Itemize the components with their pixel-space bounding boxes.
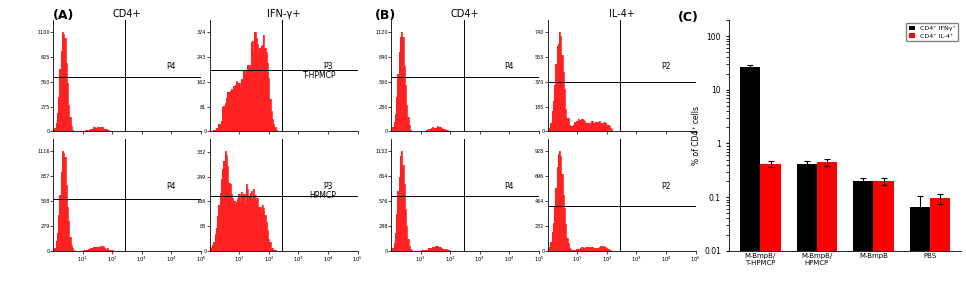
Bar [873, 181, 894, 285]
Y-axis label: HPMCP: HPMCP [309, 191, 336, 200]
Text: (C): (C) [678, 11, 699, 24]
Bar [760, 164, 781, 285]
Text: (B): (B) [375, 9, 396, 22]
Text: P4: P4 [166, 62, 176, 71]
Title: IFN-γ+: IFN-γ+ [267, 9, 300, 19]
Bar [853, 181, 873, 285]
Text: P2: P2 [662, 182, 670, 191]
Title: CD4+: CD4+ [451, 9, 479, 19]
Bar [910, 207, 930, 285]
Text: (A): (A) [53, 9, 74, 22]
Legend: CD4⁺ IFNγ⁺, CD4⁺ IL-4⁺: CD4⁺ IFNγ⁺, CD4⁺ IL-4⁺ [906, 23, 958, 41]
Text: P4: P4 [504, 62, 514, 71]
Text: P4: P4 [166, 182, 176, 191]
Y-axis label: T-HPMCP: T-HPMCP [302, 71, 336, 80]
Text: P3: P3 [324, 62, 332, 71]
Text: P4: P4 [504, 182, 514, 191]
Bar [797, 164, 817, 285]
Title: CD4+: CD4+ [113, 9, 141, 19]
Y-axis label: % of CD4⁺ cells: % of CD4⁺ cells [693, 106, 701, 165]
Bar [930, 198, 951, 285]
Text: P2: P2 [662, 62, 670, 71]
Bar [740, 67, 760, 285]
Text: P3: P3 [324, 182, 332, 191]
Title: IL-4+: IL-4+ [609, 9, 635, 19]
Bar [817, 162, 838, 285]
